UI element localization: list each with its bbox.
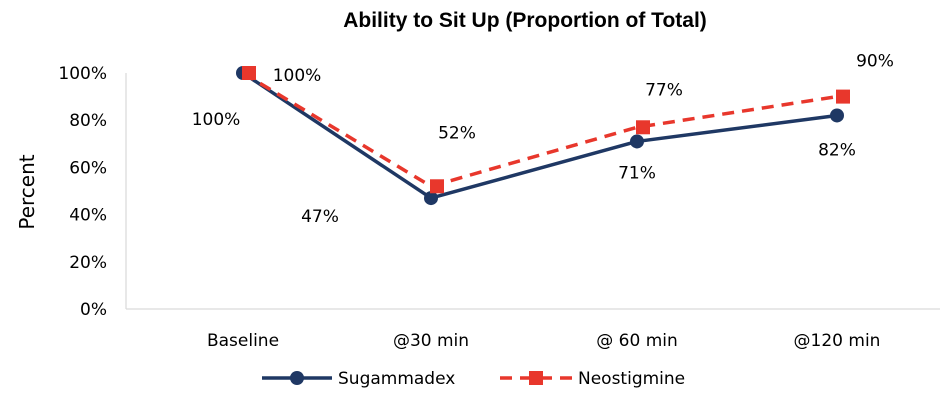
data-label-sugammadex: 47% xyxy=(301,207,339,227)
series-line-neostigmine xyxy=(242,71,838,189)
y-tick-label: 60% xyxy=(69,158,107,178)
data-label-neostigmine: 52% xyxy=(438,123,476,143)
chart-title: Ability to Sit Up (Proportion of Total) xyxy=(343,9,707,32)
y-tick-label: 80% xyxy=(69,111,107,131)
data-label-neostigmine: 100% xyxy=(273,66,322,86)
data-label-sugammadex: 82% xyxy=(818,140,856,160)
x-tick-label: @ 60 min xyxy=(596,331,678,351)
series-line-sugammadex xyxy=(242,71,838,200)
y-tick-label: 0% xyxy=(80,300,107,320)
data-label-sugammadex: 100% xyxy=(192,110,241,130)
legend-label-sugammadex: Sugammadex xyxy=(338,369,455,389)
x-tick-label: @30 min xyxy=(393,331,469,351)
point-sugammadex xyxy=(830,108,844,123)
point-sugammadex xyxy=(424,191,438,206)
series-layer xyxy=(236,66,850,206)
y-tick-labels: 0% 20% 40% 60% 80% 100% xyxy=(58,64,107,320)
legend: Sugammadex Neostigmine xyxy=(262,369,685,389)
y-tick-label: 20% xyxy=(69,253,107,273)
data-labels: 100% 47% 71% 82% 100% 52% 77% 90% xyxy=(192,52,894,227)
point-neostigmine xyxy=(430,179,444,194)
point-neostigmine xyxy=(836,89,850,104)
legend-marker-neostigmine xyxy=(529,371,543,385)
axes xyxy=(125,73,940,310)
x-tick-label: @120 min xyxy=(794,331,881,351)
legend-marker-sugammadex xyxy=(290,371,304,385)
point-sugammadex xyxy=(630,134,644,149)
y-tick-label: 40% xyxy=(69,206,107,226)
x-tick-label: Baseline xyxy=(207,331,279,351)
y-tick-label: 100% xyxy=(58,64,107,84)
x-tick-labels: Baseline @30 min @ 60 min @120 min xyxy=(207,331,881,351)
point-neostigmine xyxy=(636,120,650,135)
data-label-neostigmine: 77% xyxy=(645,80,683,100)
data-label-neostigmine: 90% xyxy=(856,52,894,72)
y-axis-label: Percent xyxy=(15,154,39,229)
data-label-sugammadex: 71% xyxy=(618,163,656,183)
legend-label-neostigmine: Neostigmine xyxy=(578,369,685,389)
point-neostigmine xyxy=(242,66,256,80)
